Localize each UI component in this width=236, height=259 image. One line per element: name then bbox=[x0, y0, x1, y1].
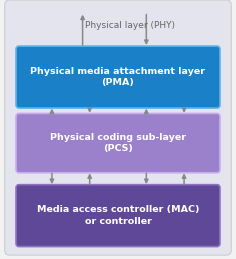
FancyBboxPatch shape bbox=[16, 185, 220, 247]
FancyBboxPatch shape bbox=[16, 46, 220, 108]
Text: Physical layer (PHY): Physical layer (PHY) bbox=[85, 21, 175, 30]
FancyBboxPatch shape bbox=[16, 113, 220, 173]
FancyBboxPatch shape bbox=[5, 0, 231, 255]
Text: Physical media attachment layer
(PMA): Physical media attachment layer (PMA) bbox=[30, 67, 206, 87]
Text: Physical coding sub-layer
(PCS): Physical coding sub-layer (PCS) bbox=[50, 133, 186, 153]
Text: Media access controller (MAC)
or controller: Media access controller (MAC) or control… bbox=[37, 205, 199, 226]
